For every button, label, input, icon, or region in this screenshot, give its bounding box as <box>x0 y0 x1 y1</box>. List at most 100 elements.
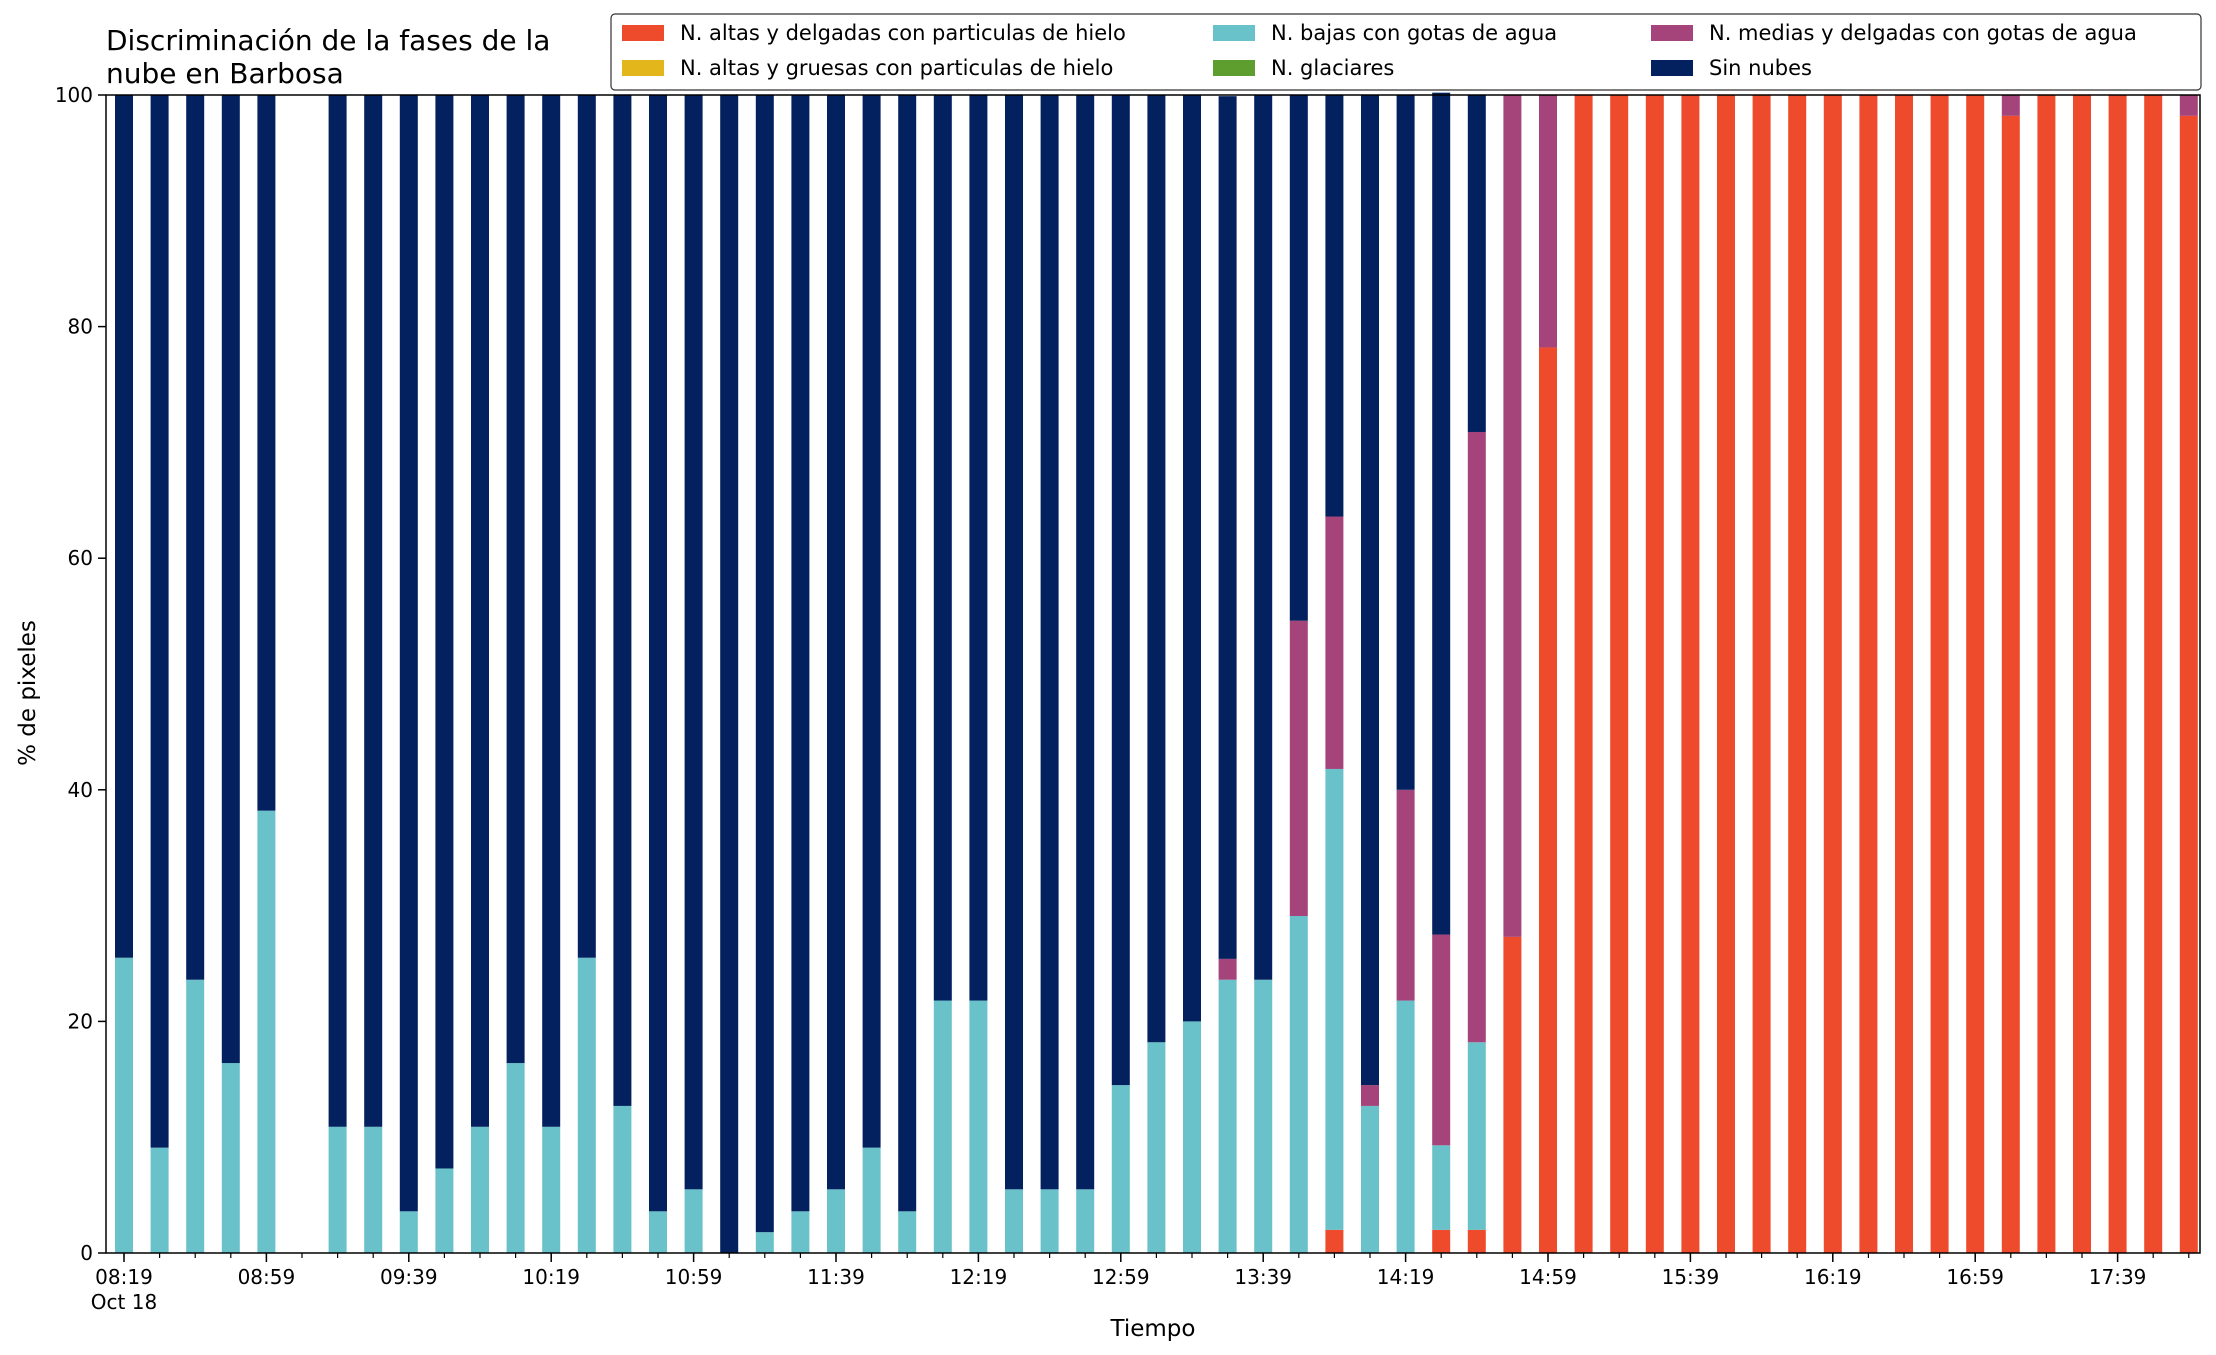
bar-segment-37-series-0 <box>1432 1229 1451 1253</box>
bar-segment-18-series-2 <box>755 1232 774 1253</box>
bar-segment-4-series-5 <box>257 95 276 811</box>
chart-title-line-1: Discriminación de la fases de la <box>106 24 550 57</box>
legend-label: N. glaciares <box>1271 56 1394 80</box>
x-tick-label: 14:59 <box>1519 1265 1577 1289</box>
bar-segment-16-series-5 <box>684 95 703 1190</box>
bar-segment-14-series-2 <box>613 1105 632 1253</box>
legend-label: N. medias y delgadas con gotas de agua <box>1709 21 2137 45</box>
bar-segment-7-series-5 <box>364 95 383 1127</box>
bar-segment-1-series-5 <box>150 95 169 1148</box>
bar-segment-20-series-5 <box>827 95 845 1190</box>
bar-segment-53-series-4 <box>2001 95 2020 116</box>
legend-swatch <box>1213 25 1255 41</box>
chart-title: Discriminación de la fases de la nube en… <box>106 24 559 90</box>
x-tick-label: 14:19 <box>1377 1265 1435 1289</box>
bar-segment-37-series-2 <box>1432 1145 1451 1230</box>
bar-segment-9-series-2 <box>435 1168 454 1253</box>
bar-segment-0-series-5 <box>115 95 133 958</box>
bar-segment-34-series-4 <box>1325 516 1344 769</box>
bar-segment-14-series-5 <box>613 95 632 1106</box>
y-tick-label: 60 <box>68 546 93 570</box>
bar-segment-29-series-2 <box>1147 1042 1166 1253</box>
bar-segment-32-series-2 <box>1254 979 1273 1253</box>
x-tick-label: 11:39 <box>807 1265 865 1289</box>
x-tick-label: 10:19 <box>522 1265 580 1289</box>
bar-segment-41-series-0 <box>1574 95 1593 1253</box>
bar-segment-19-series-5 <box>791 95 810 1212</box>
bar-segment-26-series-2 <box>1040 1189 1059 1253</box>
bar-segment-45-series-0 <box>1717 95 1735 1253</box>
bar-segment-50-series-0 <box>1895 95 1913 1253</box>
bars-group <box>115 92 2198 1254</box>
bar-segment-49-series-0 <box>1859 95 1878 1253</box>
legend-label: Sin nubes <box>1709 56 1812 80</box>
bar-segment-24-series-2 <box>969 1000 988 1253</box>
bar-segment-36-series-2 <box>1396 1000 1415 1253</box>
bar-segment-48-series-0 <box>1823 95 1842 1253</box>
bar-segment-15-series-2 <box>649 1211 667 1253</box>
bar-segment-10-series-5 <box>471 95 489 1127</box>
bar-segment-28-series-5 <box>1111 95 1130 1086</box>
bar-segment-6-series-5 <box>328 95 347 1127</box>
x-tick-label: 17:39 <box>2089 1265 2147 1289</box>
bar-segment-11-series-2 <box>506 1063 525 1253</box>
legend-label: N. altas y delgadas con particulas de hi… <box>680 21 1126 45</box>
bar-segment-33-series-4 <box>1289 620 1308 917</box>
legend-frame <box>610 13 2202 91</box>
bar-segment-1-series-2 <box>150 1147 169 1253</box>
bar-segment-15-series-5 <box>649 95 667 1212</box>
y-tick-label: 20 <box>68 1009 93 1033</box>
y-tick-label: 0 <box>80 1241 93 1265</box>
bar-segment-37-series-5 <box>1432 92 1451 935</box>
bar-segment-22-series-5 <box>898 95 917 1212</box>
bar-segment-8-series-5 <box>399 95 418 1212</box>
bar-segment-29-series-5 <box>1147 95 1166 1043</box>
bar-segment-33-series-2 <box>1289 916 1308 1253</box>
bar-segment-54-series-0 <box>2037 95 2056 1253</box>
bar-segment-31-series-4 <box>1218 958 1237 980</box>
bar-segment-17-series-5 <box>720 95 739 1253</box>
x-tick-label: 08:59 <box>238 1265 296 1289</box>
bar-segment-57-series-0 <box>2144 95 2163 1253</box>
x-tick-label: 15:39 <box>1662 1265 1720 1289</box>
bar-segment-11-series-5 <box>506 95 525 1064</box>
bar-segment-40-series-4 <box>1539 95 1557 348</box>
bar-segment-13-series-5 <box>577 95 596 958</box>
bar-segment-20-series-2 <box>827 1189 845 1253</box>
legend-swatch <box>622 25 664 41</box>
bar-segment-42-series-0 <box>1610 95 1629 1253</box>
legend: N. altas y delgadas con particulas de hi… <box>610 13 2202 91</box>
bar-segment-19-series-2 <box>791 1211 810 1253</box>
x-tick-label: 13:39 <box>1234 1265 1292 1289</box>
bar-segment-25-series-2 <box>1005 1189 1023 1253</box>
bar-segment-38-series-4 <box>1467 431 1486 1043</box>
bar-segment-51-series-0 <box>1930 95 1949 1253</box>
x-tick-label: 08:19 <box>95 1265 153 1289</box>
legend-label: N. bajas con gotas de agua <box>1271 21 1557 45</box>
bar-segment-39-series-4 <box>1503 95 1522 937</box>
bar-segment-3-series-2 <box>221 1063 240 1253</box>
x-tick-label: 12:19 <box>950 1265 1008 1289</box>
bar-segment-53-series-0 <box>2001 115 2020 1254</box>
bar-segment-58-series-0 <box>2179 115 2198 1254</box>
bar-segment-33-series-5 <box>1289 95 1308 621</box>
bar-segment-12-series-2 <box>542 1126 561 1253</box>
chart-title-line-2: nube en Barbosa <box>106 57 344 90</box>
bar-segment-36-series-5 <box>1396 95 1415 790</box>
bar-segment-34-series-2 <box>1325 768 1344 1230</box>
bar-segment-43-series-0 <box>1645 95 1664 1253</box>
bar-segment-25-series-5 <box>1005 95 1023 1190</box>
x-tick-label: 10:59 <box>665 1265 723 1289</box>
bar-segment-8-series-2 <box>399 1211 418 1253</box>
bar-segment-47-series-0 <box>1788 95 1807 1253</box>
bar-segment-2-series-2 <box>186 979 205 1253</box>
bar-segment-13-series-2 <box>577 957 596 1253</box>
bar-segment-56-series-0 <box>2108 95 2127 1253</box>
bar-segment-44-series-0 <box>1681 95 1700 1253</box>
bar-segment-39-series-0 <box>1503 936 1522 1253</box>
bar-segment-26-series-5 <box>1040 95 1059 1190</box>
bar-segment-32-series-5 <box>1254 95 1273 980</box>
x-tick-label: 16:19 <box>1804 1265 1862 1289</box>
